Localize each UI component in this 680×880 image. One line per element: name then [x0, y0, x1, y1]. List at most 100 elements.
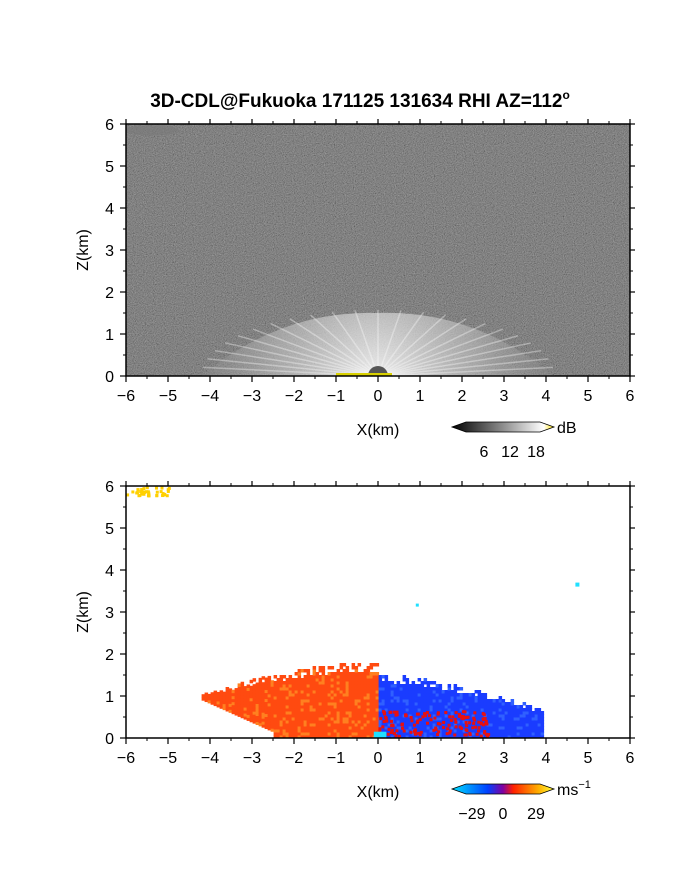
velocity-cell [372, 681, 377, 685]
velocity-cell [273, 711, 278, 715]
velocity-cell [486, 734, 490, 738]
velocity-cell [294, 735, 299, 738]
velocity-cell [402, 711, 407, 715]
velocity-cell [411, 696, 416, 700]
velocity-cell [237, 698, 242, 702]
velocity-cell [333, 693, 338, 697]
velocity-cell [468, 708, 473, 712]
velocity-cell [471, 699, 476, 703]
velocity-cell [315, 684, 320, 688]
velocity-cell [534, 723, 539, 727]
velocity-cell [438, 702, 443, 706]
velocity-cell [408, 699, 413, 703]
velocity-cell [249, 709, 254, 714]
velocity-cell [423, 687, 428, 691]
velocity-cell [381, 717, 386, 721]
velocity-cell [528, 729, 533, 733]
velocity-cell [504, 723, 509, 727]
velocity-cell [504, 732, 509, 736]
velocity-cell [375, 699, 380, 703]
velocity-cell [408, 708, 413, 712]
velocity-cell [378, 699, 383, 703]
velocity-cell [246, 687, 251, 691]
velocity-cell [357, 675, 362, 679]
velocity-cell [417, 693, 422, 697]
velocity-cell [510, 699, 515, 703]
velocity-cell [258, 716, 263, 721]
velocity-cell [297, 705, 302, 709]
velocity-cell [231, 707, 236, 712]
velocity-cell [528, 717, 533, 721]
velocity-cell [387, 702, 392, 706]
velocity-cell [507, 729, 512, 733]
velocity-cell [450, 717, 455, 721]
velocity-cell [231, 692, 236, 697]
velocity-cell [516, 711, 521, 715]
velocity-cell [273, 729, 278, 733]
velocity-cell [267, 699, 272, 704]
velocity-cell [162, 493, 166, 497]
velocity-cell [276, 705, 281, 709]
velocity-cell [450, 708, 455, 712]
velocity-cell [270, 680, 275, 684]
velocity-cell [348, 732, 353, 736]
velocity-cell [300, 729, 305, 733]
velocity-cell [282, 708, 287, 712]
velocity-cell [456, 702, 461, 706]
velocity-cell [258, 695, 263, 700]
velocity-cell [348, 684, 353, 688]
velocity-cell [540, 711, 545, 715]
velocity-cell [288, 687, 293, 691]
velocity-cell [522, 711, 527, 715]
velocity-cell [507, 705, 512, 709]
velocity-cell [339, 687, 344, 691]
intensity-xtick-label: 1 [416, 388, 425, 405]
velocity-cell [438, 687, 443, 691]
velocity-cell [342, 720, 347, 724]
velocity-cell [327, 714, 332, 718]
velocity-cell [306, 732, 311, 736]
velocity-cell [300, 732, 305, 736]
velocity-cell [414, 708, 419, 712]
velocity-cell [456, 732, 461, 736]
velocity-cell [360, 720, 365, 724]
velocity-cell [378, 693, 383, 697]
velocity-cell [405, 690, 410, 694]
velocity-cell [276, 729, 281, 733]
velocity-cell [375, 702, 380, 706]
velocity-cell [414, 684, 419, 688]
velocity-cell [336, 708, 341, 712]
velocity-cell [351, 672, 356, 676]
velocity-cell [315, 675, 320, 679]
velocity-cell [303, 678, 308, 682]
velocity-cell [366, 711, 371, 715]
velocity-cell [408, 711, 413, 715]
velocity-cell [330, 681, 335, 685]
velocity-cell [300, 684, 305, 688]
velocity-cell [297, 702, 302, 706]
velocity-cell [336, 714, 341, 718]
velocity-cell [399, 705, 404, 709]
velocity-cell [312, 714, 317, 718]
velocity-cell [240, 681, 245, 686]
velocity-cell [321, 681, 326, 685]
velocity-cell [348, 699, 353, 703]
velocity-cell [402, 699, 407, 703]
velocity-cell [348, 708, 353, 712]
velocity-cell [261, 721, 266, 725]
velocity-cell [381, 681, 386, 685]
velocity-cell [429, 711, 434, 715]
velocity-cell [465, 699, 470, 703]
velocity-cell [147, 494, 151, 498]
velocity-cell [459, 693, 464, 697]
velocity-cell [468, 705, 473, 709]
velocity-cell [441, 714, 446, 718]
velocity-cell [318, 666, 323, 670]
velocity-cell [213, 696, 218, 701]
velocity-cell [243, 713, 248, 717]
velocity-cell [435, 726, 440, 730]
velocity-cell [528, 735, 533, 738]
velocity-cell [294, 693, 299, 697]
velocity-cell [333, 687, 338, 691]
velocity-cell [411, 693, 416, 697]
